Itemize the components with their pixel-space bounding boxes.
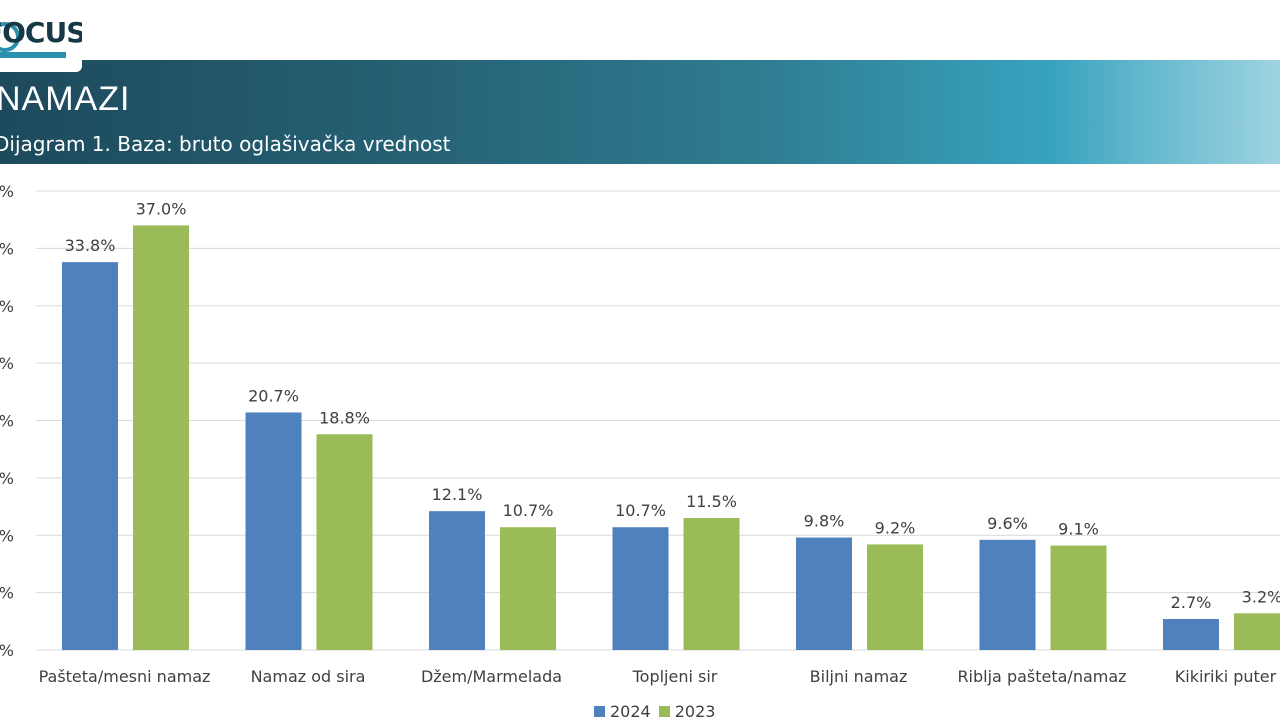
data-label-2023: 9.1%: [1058, 520, 1099, 539]
bar-2023: [133, 225, 189, 651]
data-label-2024: 12.1%: [432, 485, 483, 504]
y-tick-label: %: [0, 412, 14, 431]
page-title: NAMAZI: [0, 80, 131, 118]
bar-2024: [245, 412, 302, 650]
data-label-2024: 20.7%: [248, 386, 299, 405]
logo-ring-icon: [0, 22, 20, 52]
y-tick-label: %: [0, 526, 14, 545]
bar-2023: [316, 434, 373, 650]
legend-swatch-2024: [594, 705, 605, 717]
data-label-2023: 18.8%: [319, 408, 370, 427]
y-tick-label: %: [0, 584, 14, 603]
x-tick-label: Kikiriki puter: [1175, 667, 1277, 686]
header-band: [0, 60, 1280, 164]
legend-label-2023: 2023: [674, 701, 716, 721]
data-label-2024: 10.7%: [615, 501, 666, 520]
bar-2024: [429, 511, 485, 650]
y-tick-label: %: [0, 297, 14, 316]
logo-underline: [0, 52, 66, 58]
legend-item-2023: 2023: [658, 701, 716, 721]
logo-text: FOCUS: [0, 16, 82, 49]
data-label-2024: 9.6%: [987, 514, 1028, 533]
legend-label-2024: 2024: [610, 701, 651, 721]
data-label-2023: 3.2%: [1242, 587, 1280, 606]
y-tick-label: %: [0, 239, 14, 258]
legend-item-2024: 2024: [594, 702, 651, 721]
data-label-2023: 37.0%: [136, 199, 187, 218]
data-label-2023: 9.2%: [875, 518, 916, 537]
bar-2024: [62, 262, 118, 650]
bar-2024: [979, 539, 1036, 650]
x-tick-label: Namaz od sira: [251, 667, 366, 686]
data-label-2023: 10.7%: [503, 501, 554, 520]
chart-legend: 2024 2023: [594, 700, 723, 722]
bar-2024: [612, 527, 669, 650]
y-tick-label: %: [0, 641, 14, 660]
bar-2023: [1050, 545, 1107, 650]
data-label-2023: 11.5%: [686, 492, 737, 511]
bar-2024: [796, 537, 852, 650]
x-tick-label: Pašteta/mesni namaz: [39, 667, 211, 686]
data-label-2024: 33.8%: [65, 236, 116, 255]
x-tick-label: Biljni namaz: [810, 667, 908, 686]
chart-subtitle: Dijagram 1. Baza: bruto oglašivačka vred…: [0, 132, 451, 156]
bar-2023: [1234, 613, 1280, 650]
x-tick-label: Džem/Marmelada: [421, 667, 562, 686]
data-label-2024: 2.7%: [1171, 593, 1212, 612]
legend-swatch-2023: [658, 705, 670, 717]
bar-2023: [500, 527, 556, 650]
bar-2024: [1163, 619, 1219, 650]
y-tick-label: %: [0, 469, 14, 488]
x-tick-label: Topljeni sir: [632, 667, 718, 686]
y-tick-label: %: [0, 354, 14, 373]
focus-logo: FOCUS: [0, 0, 82, 72]
x-tick-label: Riblja pašteta/namaz: [957, 667, 1126, 686]
y-tick-label: %: [0, 182, 14, 201]
data-label-2024: 9.8%: [804, 512, 845, 531]
bar-2023: [683, 518, 740, 650]
bar-2023: [867, 544, 923, 650]
